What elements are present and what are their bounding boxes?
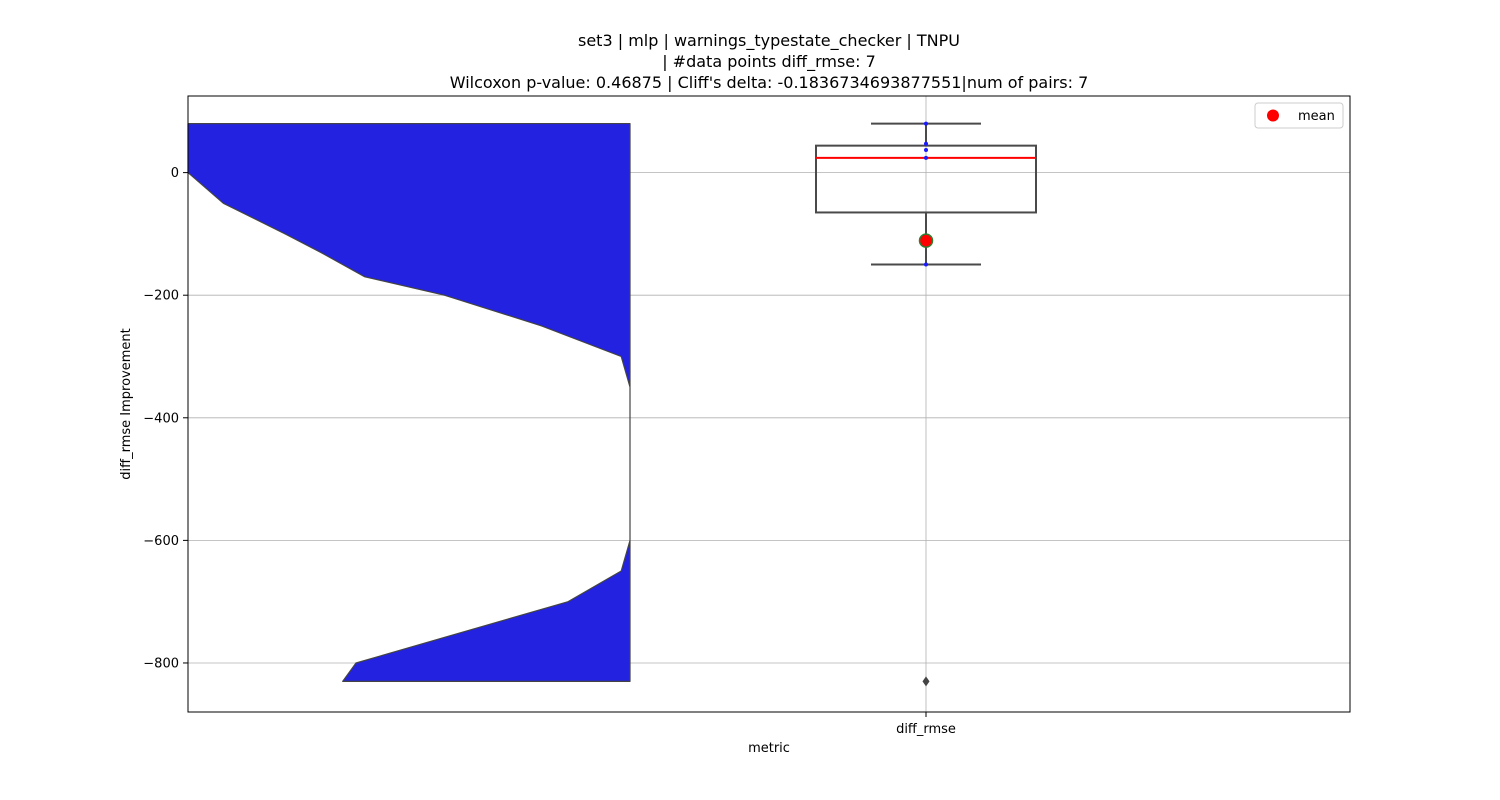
x-axis-label: metric bbox=[748, 741, 790, 756]
axes-frame bbox=[187, 95, 1351, 713]
x-tick-label-0: diff_rmse bbox=[896, 722, 956, 737]
legend-label-mean: mean bbox=[1298, 109, 1335, 124]
title-line-2: | #data points diff_rmse: 7 bbox=[662, 52, 876, 72]
plot-area: 0 −200 −400 −600 −800 diff_rmse bbox=[143, 95, 1351, 737]
y-tick-label-2: −400 bbox=[143, 411, 179, 426]
data-point-1 bbox=[924, 141, 928, 146]
violin-body bbox=[187, 122, 631, 682]
title-line-3: Wilcoxon p-value: 0.46875 | Cliff's delt… bbox=[450, 73, 1089, 92]
data-point-0 bbox=[924, 121, 928, 126]
y-tick-label-3: −600 bbox=[143, 534, 179, 549]
chart-title: set3 | mlp | warnings_typestate_checker … bbox=[450, 31, 1089, 92]
data-point-5 bbox=[924, 262, 928, 267]
y-axis-label: diff_rmse Improvement bbox=[119, 328, 134, 479]
y-tick-label-0: 0 bbox=[171, 166, 179, 181]
data-point-2 bbox=[924, 147, 928, 152]
y-tick-label-1: −200 bbox=[143, 289, 179, 304]
title-line-1: set3 | mlp | warnings_typestate_checker … bbox=[578, 31, 960, 51]
y-tick-label-4: −800 bbox=[143, 656, 179, 671]
mean-marker bbox=[918, 233, 934, 248]
legend-box bbox=[1254, 102, 1344, 129]
legend-mean-marker bbox=[1267, 109, 1279, 122]
outlier-point-0 bbox=[922, 676, 930, 687]
data-point-3 bbox=[924, 155, 928, 160]
legend: mean bbox=[1254, 102, 1344, 129]
